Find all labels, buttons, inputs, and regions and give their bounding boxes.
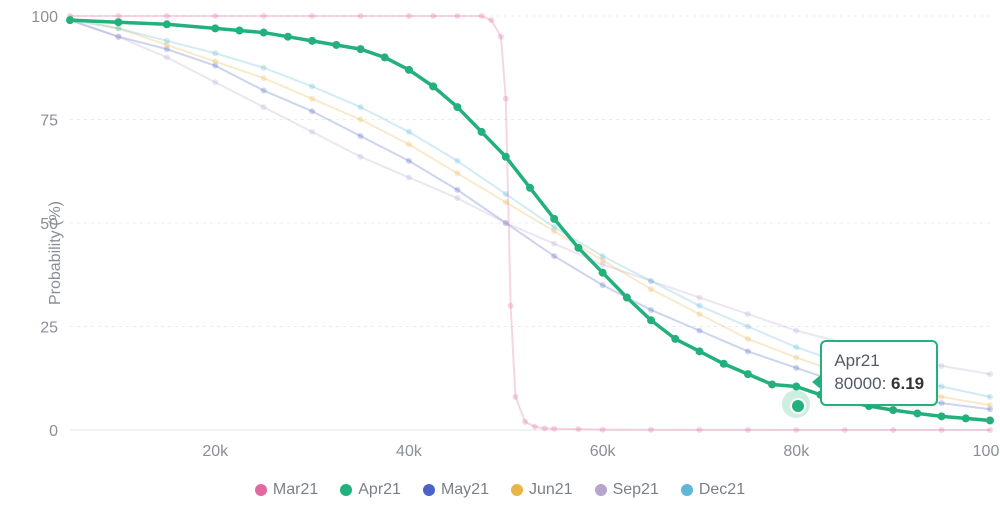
probability-chart: Probability (%) 025507510020k40k60k80k10… bbox=[0, 0, 1000, 505]
legend-label: Jun21 bbox=[529, 481, 573, 499]
legend-item-dec21[interactable]: Dec21 bbox=[681, 481, 745, 499]
legend-marker-icon bbox=[595, 484, 607, 496]
x-tick-label: 100k bbox=[973, 443, 1000, 460]
legend-marker-icon bbox=[255, 484, 267, 496]
x-tick-label: 40k bbox=[396, 443, 423, 460]
x-tick-label: 80k bbox=[783, 443, 810, 460]
legend-item-jun21[interactable]: Jun21 bbox=[511, 481, 573, 499]
legend-item-sep21[interactable]: Sep21 bbox=[595, 481, 659, 499]
tooltip-value-line: 80000: 6.19 bbox=[834, 373, 924, 396]
tooltip-series-name: Apr21 bbox=[834, 350, 924, 373]
legend-item-apr21[interactable]: Apr21 bbox=[340, 481, 401, 499]
y-tick-label: 75 bbox=[40, 113, 58, 130]
legend-marker-icon bbox=[340, 484, 352, 496]
legend-marker-icon bbox=[423, 484, 435, 496]
series-sep21[interactable] bbox=[67, 17, 993, 377]
x-axis: 20k 40k 60k 80k 100k bbox=[202, 443, 1000, 460]
y-axis-label: Probability (%) bbox=[47, 200, 65, 304]
tooltip-value: 6.19 bbox=[891, 374, 924, 393]
chart-svg[interactable]: 025507510020k40k60k80k100k bbox=[0, 0, 1000, 505]
legend-label: Dec21 bbox=[699, 481, 745, 499]
legend: Mar21 Apr21 May21 Jun21 Sep21 Dec21 bbox=[0, 481, 1000, 499]
x-tick-label: 20k bbox=[202, 443, 229, 460]
legend-label: Apr21 bbox=[358, 481, 401, 499]
y-tick-label: 25 bbox=[40, 320, 58, 337]
y-tick-label: 0 bbox=[49, 423, 58, 440]
x-tick-label: 60k bbox=[590, 443, 617, 460]
legend-marker-icon bbox=[511, 484, 523, 496]
legend-item-may21[interactable]: May21 bbox=[423, 481, 489, 499]
legend-label: Sep21 bbox=[613, 481, 659, 499]
y-tick-label: 100 bbox=[31, 9, 58, 26]
legend-item-mar21[interactable]: Mar21 bbox=[255, 481, 318, 499]
legend-label: Mar21 bbox=[273, 481, 318, 499]
legend-label: May21 bbox=[441, 481, 489, 499]
tooltip: Apr21 80000: 6.19 bbox=[820, 340, 938, 406]
legend-marker-icon bbox=[681, 484, 693, 496]
tooltip-x-label: 80000 bbox=[834, 374, 881, 393]
